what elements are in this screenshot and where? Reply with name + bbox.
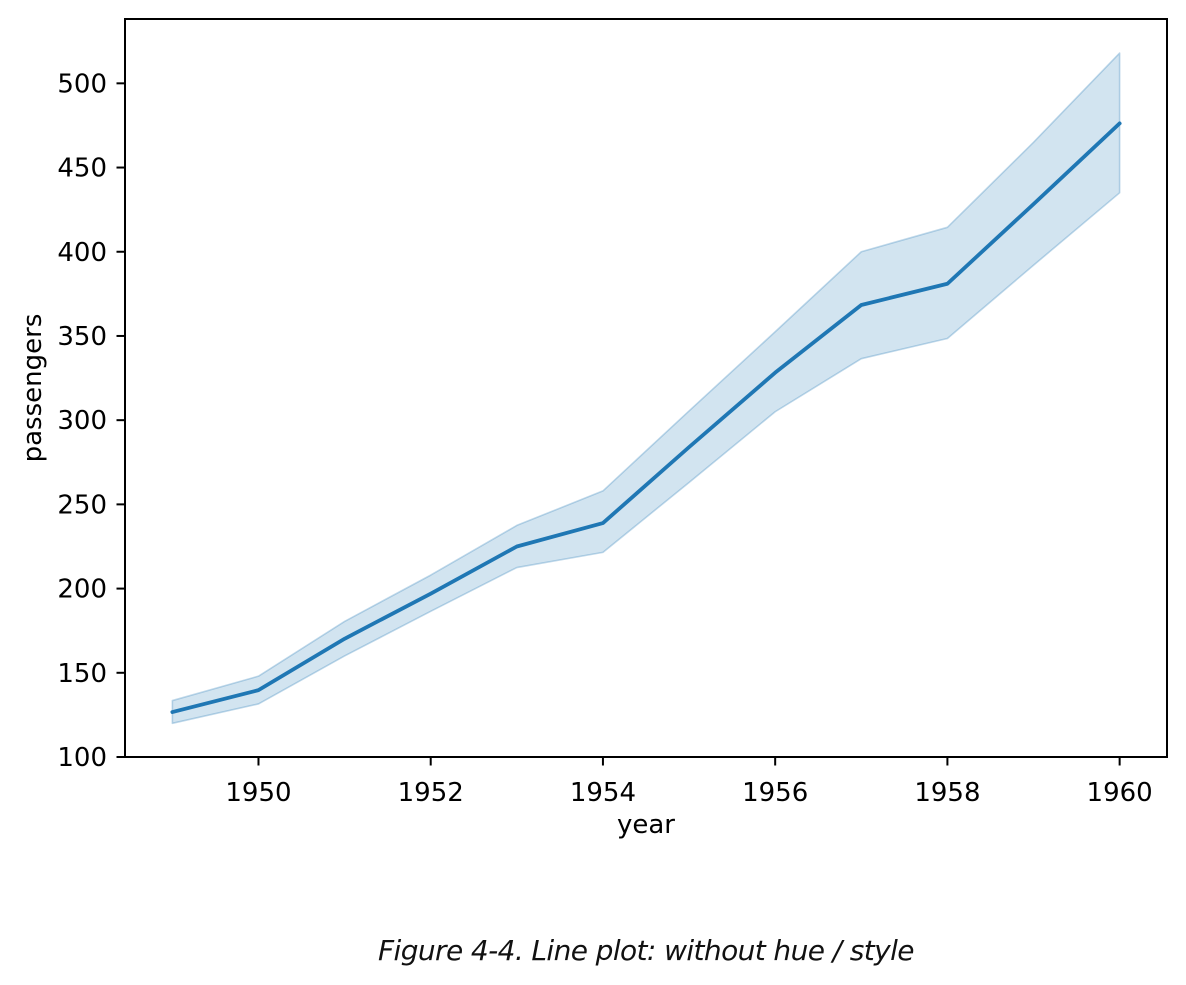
x-tick-label: 1954	[570, 778, 636, 808]
mean-line	[170, 121, 1122, 714]
y-tick-label: 300	[57, 406, 107, 436]
line-chart: 1950 1952 1954 1956 1958 1960 100 150 200 250 300 3…	[18, 18, 1168, 840]
y-tick-label: 200	[57, 575, 107, 605]
y-tick-label: 400	[57, 238, 107, 268]
x-axis-label: year	[617, 810, 675, 840]
y-tick-label: 500	[57, 69, 107, 99]
x-tick-label: 1960	[1087, 778, 1153, 808]
y-tick-label: 450	[57, 154, 107, 184]
y-tick-label: 250	[57, 490, 107, 520]
x-tick-label: 1958	[914, 778, 980, 808]
figure-caption: Figure 4-4. Line plot: without hue / sty…	[378, 934, 914, 967]
y-tick-label: 150	[57, 659, 107, 689]
x-tick-label: 1950	[225, 778, 291, 808]
confidence-band	[171, 52, 1121, 725]
y-axis-label: passengers	[18, 314, 48, 463]
plot-border	[124, 18, 1168, 758]
y-tick-label: 350	[57, 322, 107, 352]
chart-plot-area: 1950 1952 1954 1956 1958 1960 100 150 200 250 300 3…	[57, 52, 1153, 808]
x-tick-label: 1956	[742, 778, 808, 808]
x-tick-label: 1952	[398, 778, 464, 808]
y-tick-label: 100	[57, 743, 107, 773]
